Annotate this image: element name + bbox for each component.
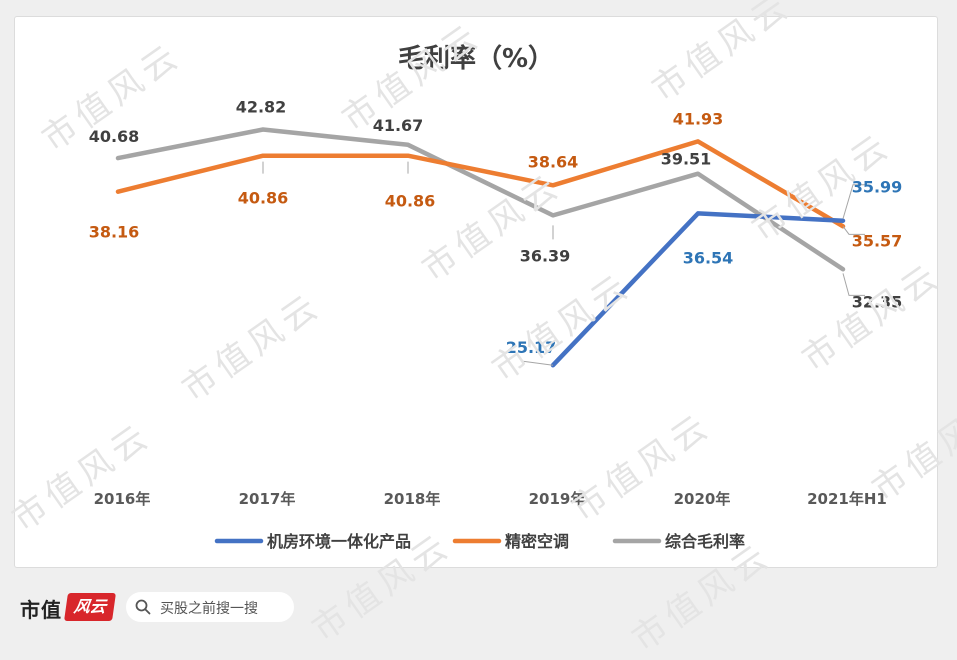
data-label: 40.68 xyxy=(89,127,140,146)
footer-bar: 市值 风云 买股之前搜一搜 xyxy=(0,580,957,638)
x-axis-tick-labels: 2016年 2017年 2018年 2019年 2020年 2021年H1 xyxy=(94,490,887,508)
data-label: 25.17 xyxy=(506,338,557,357)
series-line-3 xyxy=(115,127,846,272)
label-leader-line xyxy=(842,226,865,235)
series-line-2 xyxy=(115,139,846,229)
x-tick-label: 2016年 xyxy=(94,490,151,508)
search-box[interactable]: 买股之前搜一搜 xyxy=(126,592,294,622)
x-tick-label: 2021年H1 xyxy=(807,490,887,508)
data-labels: 25.17 36.54 35.99 38.16 40.86 40.86 38.64 41.93… xyxy=(89,97,903,357)
x-tick-label: 2019年 xyxy=(529,490,586,508)
label-leader-line xyxy=(842,184,865,219)
label-leaders xyxy=(262,161,865,366)
data-label: 39.51 xyxy=(661,150,712,169)
data-label: 38.16 xyxy=(89,223,140,242)
legend-label: 精密空调 xyxy=(505,532,569,551)
x-tick-label: 2017年 xyxy=(239,490,296,508)
chart-card: 毛利率（%） 25.17 36.54 35.99 38.16 40.86 40.86 38.… xyxy=(14,16,938,568)
legend-label: 机房环境一体化产品 xyxy=(267,532,411,551)
series-lines xyxy=(115,127,846,368)
data-label: 35.57 xyxy=(852,231,903,250)
data-label: 32.35 xyxy=(852,292,903,311)
legend-label: 综合毛利率 xyxy=(665,532,745,551)
brand-logo-text: 市值 xyxy=(20,598,62,622)
x-tick-label: 2018年 xyxy=(384,490,441,508)
series-line-1 xyxy=(550,211,846,368)
data-label: 42.82 xyxy=(236,97,287,116)
legend: 机房环境一体化产品 精密空调 综合毛利率 xyxy=(214,532,745,551)
x-tick-label: 2020年 xyxy=(674,490,731,508)
chart-title: 毛利率（%） xyxy=(398,43,554,74)
data-label: 41.93 xyxy=(673,109,724,128)
label-leader-line xyxy=(842,273,865,296)
label-leader-line xyxy=(522,360,554,366)
data-label: 40.86 xyxy=(238,189,289,208)
search-placeholder: 买股之前搜一搜 xyxy=(160,601,258,617)
data-label: 36.54 xyxy=(683,248,734,267)
data-label: 38.64 xyxy=(528,152,579,171)
data-label: 35.99 xyxy=(852,178,903,197)
brand-logo-badge: 风云 xyxy=(64,593,116,621)
line-chart: 毛利率（%） 25.17 36.54 35.99 38.16 40.86 40.86 38.… xyxy=(89,43,903,551)
search-icon xyxy=(135,599,151,615)
data-label: 36.39 xyxy=(520,246,571,265)
data-label: 41.67 xyxy=(373,116,424,135)
data-label: 40.86 xyxy=(385,192,436,211)
